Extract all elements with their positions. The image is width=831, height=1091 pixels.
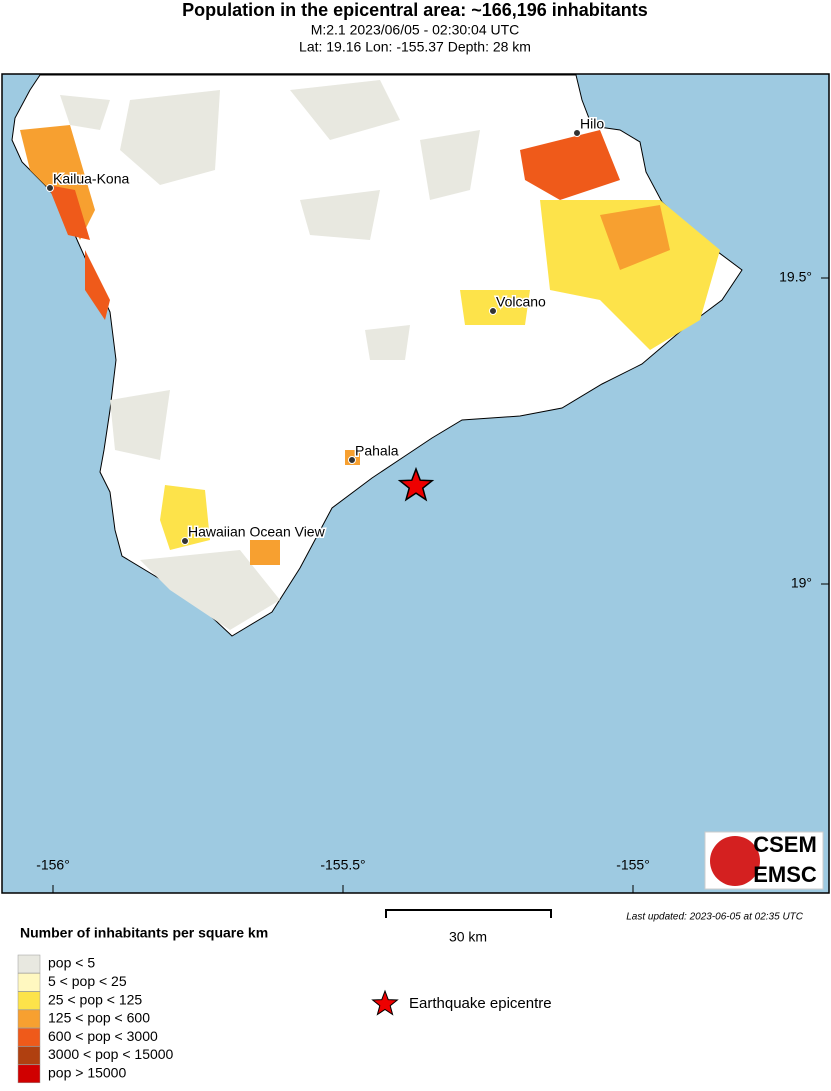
legend-swatch — [17, 1009, 41, 1029]
legend-swatch — [17, 1046, 41, 1065]
legend-label: 5 < pop < 25 — [48, 973, 127, 989]
place-label: Volcano — [496, 294, 546, 310]
map — [1, 73, 830, 894]
place-dot — [489, 307, 497, 315]
location: Lat: 19.16 Lon: -155.37 Depth: 28 km — [299, 39, 531, 55]
subtitle: M:2.1 2023/06/05 - 02:30:04 UTC — [311, 22, 520, 38]
legend-star — [371, 989, 399, 1016]
legend-swatch — [17, 1064, 41, 1084]
last-updated: Last updated: 2023-06-05 at 02:35 UTC — [626, 912, 804, 923]
lon-label: -155.5° — [320, 857, 365, 873]
scale-bar — [385, 909, 552, 918]
logo-bottom: EMSC — [753, 862, 817, 887]
logo: CSEM EMSC — [704, 831, 824, 890]
scale-label: 30 km — [449, 929, 487, 945]
sparse-areas — [60, 80, 480, 630]
places: Kailua-Kona Hilo Volcano Pahala Hawaiian Oce… — [46, 114, 606, 545]
legend-swatch — [17, 1027, 41, 1047]
legend-label: 600 < pop < 3000 — [48, 1028, 158, 1044]
legend-label: pop < 5 — [48, 955, 95, 971]
legend-label: pop > 15000 — [48, 1065, 126, 1081]
legend-title: Number of inhabitants per square km — [20, 925, 268, 941]
lat-label: 19.5° — [779, 269, 812, 285]
legend-label: 25 < pop < 125 — [48, 991, 142, 1007]
epicentre-label: Earthquake epicentre — [409, 995, 552, 1012]
place-dot — [348, 456, 356, 464]
place-dot — [181, 537, 189, 545]
legend-label: 125 < pop < 600 — [48, 1010, 150, 1026]
legend-swatch — [17, 973, 41, 992]
title: Population in the epicentral area: ~166,… — [182, 0, 648, 20]
populated-areas — [20, 125, 720, 565]
lat-label: 19° — [791, 575, 812, 591]
frame-ticks: -156° -155.5° -155° 19.5° 19° — [36, 269, 829, 893]
place-label: Pahala — [355, 443, 399, 459]
legend-swatch — [17, 991, 41, 1010]
legend-label: 3000 < pop < 15000 — [48, 1046, 174, 1062]
legend-swatch — [17, 954, 41, 974]
legend: pop < 5 5 < pop < 25 25 < pop < 125 125 < p… — [17, 954, 174, 1084]
place-label: Kailua-Kona — [53, 171, 129, 187]
place-label: Hawaiian Ocean View — [188, 524, 326, 540]
logo-top: CSEM — [753, 832, 817, 857]
place-label: Hilo — [580, 116, 604, 132]
lon-label: -156° — [36, 857, 70, 873]
place-dot — [573, 129, 581, 137]
lon-label: -155° — [616, 857, 650, 873]
epicentre-star — [397, 466, 435, 502]
place-dot — [46, 184, 54, 192]
